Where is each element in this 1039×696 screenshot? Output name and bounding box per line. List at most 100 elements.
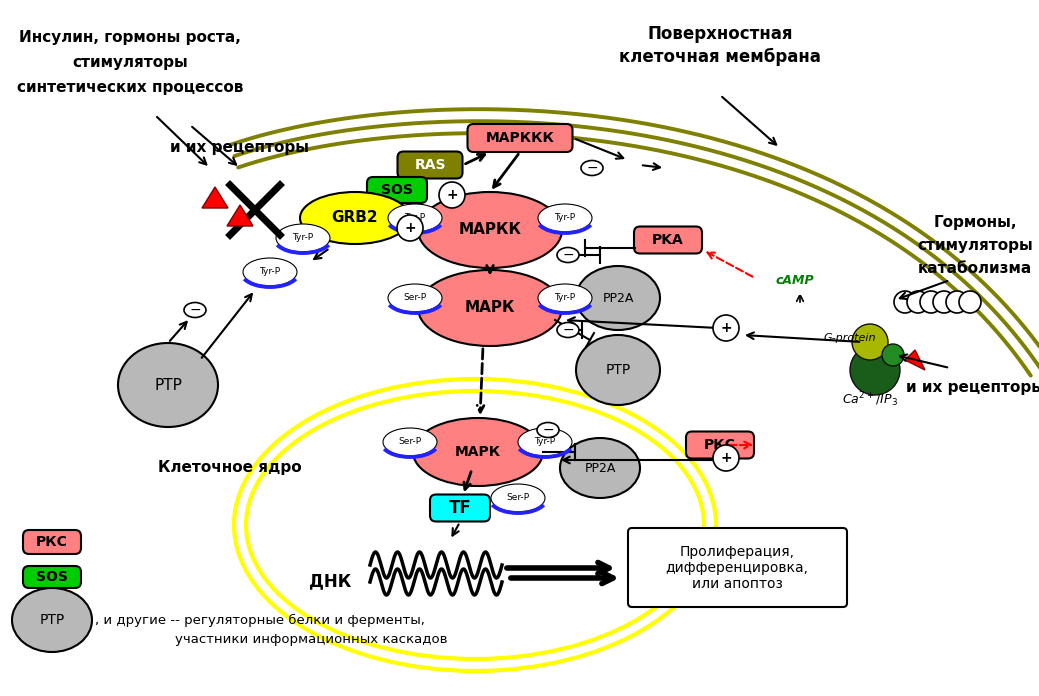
Ellipse shape — [560, 438, 640, 498]
Text: Tyr-P: Tyr-P — [292, 233, 314, 242]
Text: G-protein: G-protein — [824, 333, 876, 343]
Ellipse shape — [576, 335, 660, 405]
Circle shape — [933, 291, 955, 313]
Text: МАРК: МАРК — [455, 445, 501, 459]
Text: Tyr-P: Tyr-P — [555, 294, 576, 303]
Text: Tyr-P: Tyr-P — [555, 214, 576, 223]
Text: −: − — [189, 303, 201, 317]
Text: +: + — [720, 451, 731, 465]
Text: $Ca^{2+}/IP_3$: $Ca^{2+}/IP_3$ — [842, 390, 898, 409]
Text: −: − — [586, 161, 597, 175]
Ellipse shape — [243, 258, 297, 286]
Circle shape — [397, 215, 423, 241]
FancyBboxPatch shape — [398, 152, 462, 178]
Text: TF: TF — [449, 499, 472, 517]
Text: Гормоны,: Гормоны, — [933, 215, 1017, 230]
Text: РКС: РКС — [704, 438, 736, 452]
Ellipse shape — [12, 588, 92, 652]
FancyBboxPatch shape — [628, 528, 847, 607]
Text: SOS: SOS — [381, 183, 412, 197]
Text: Клеточное ядро: Клеточное ядро — [158, 460, 301, 475]
Ellipse shape — [538, 204, 592, 232]
Text: Инсулин, гормоны роста,: Инсулин, гормоны роста, — [19, 30, 241, 45]
Text: ДНК: ДНК — [309, 572, 351, 590]
Ellipse shape — [491, 484, 545, 512]
Text: +: + — [720, 321, 731, 335]
Ellipse shape — [518, 428, 572, 456]
Ellipse shape — [383, 428, 437, 456]
Text: МАРКК: МАРКК — [458, 223, 522, 237]
Circle shape — [894, 291, 916, 313]
Text: клеточная мембрана: клеточная мембрана — [619, 48, 821, 66]
FancyBboxPatch shape — [23, 566, 81, 588]
Ellipse shape — [184, 303, 206, 317]
Text: Поверхностная: Поверхностная — [647, 25, 793, 43]
Ellipse shape — [388, 284, 442, 312]
Ellipse shape — [388, 204, 442, 232]
Circle shape — [907, 291, 929, 313]
Text: Пролиферация,
дифференцировка,
или апоптоз: Пролиферация, дифференцировка, или апопт… — [666, 545, 808, 591]
FancyBboxPatch shape — [686, 432, 754, 459]
Text: +: + — [404, 221, 416, 235]
Text: , и другие -- регуляторные белки и ферменты,: , и другие -- регуляторные белки и ферме… — [95, 613, 425, 626]
Text: PKA: PKA — [652, 233, 684, 247]
Text: МАРККК: МАРККК — [485, 131, 555, 145]
Text: МАРК: МАРК — [464, 301, 515, 315]
Ellipse shape — [538, 284, 592, 312]
Text: PP2A: PP2A — [584, 461, 616, 475]
Ellipse shape — [300, 192, 410, 244]
Ellipse shape — [557, 248, 579, 262]
Circle shape — [920, 291, 942, 313]
Text: cAMP: cAMP — [776, 274, 815, 287]
Circle shape — [850, 345, 900, 395]
Circle shape — [713, 315, 739, 341]
Text: синтетических процессов: синтетических процессов — [17, 80, 243, 95]
Text: −: − — [562, 323, 574, 337]
Text: и их рецепторы: и их рецепторы — [170, 140, 310, 155]
Text: GRB2: GRB2 — [331, 210, 378, 226]
Circle shape — [713, 445, 739, 471]
Text: Ser-P: Ser-P — [403, 294, 427, 303]
Ellipse shape — [418, 192, 562, 268]
Ellipse shape — [537, 422, 559, 438]
Text: катаболизма: катаболизма — [917, 261, 1032, 276]
Text: PP2A: PP2A — [603, 292, 634, 305]
Ellipse shape — [276, 224, 330, 252]
Ellipse shape — [412, 418, 543, 486]
Text: RAS: RAS — [415, 158, 446, 172]
Text: SOS: SOS — [36, 570, 68, 584]
Polygon shape — [227, 205, 254, 226]
Text: PTP: PTP — [39, 613, 64, 627]
Ellipse shape — [418, 270, 562, 346]
Text: участники информационных каскадов: участники информационных каскадов — [175, 633, 448, 647]
Polygon shape — [202, 187, 228, 208]
Ellipse shape — [581, 161, 603, 175]
Text: Ser-P: Ser-P — [506, 493, 530, 503]
Polygon shape — [905, 350, 925, 370]
Text: Ser-P: Ser-P — [398, 438, 422, 447]
Circle shape — [882, 344, 904, 366]
Circle shape — [945, 291, 968, 313]
FancyBboxPatch shape — [468, 124, 572, 152]
Text: стимуляторы: стимуляторы — [72, 55, 188, 70]
Text: и их рецепторы: и их рецепторы — [906, 380, 1039, 395]
Ellipse shape — [118, 343, 218, 427]
Text: −: − — [542, 423, 554, 437]
Text: Tyr-P: Tyr-P — [260, 267, 281, 276]
Text: Tyr-P: Tyr-P — [534, 438, 556, 447]
Text: PTP: PTP — [606, 363, 631, 377]
Circle shape — [852, 324, 888, 360]
FancyBboxPatch shape — [367, 177, 427, 203]
Circle shape — [439, 182, 465, 208]
Ellipse shape — [576, 266, 660, 330]
Ellipse shape — [557, 322, 579, 338]
Text: стимуляторы: стимуляторы — [917, 238, 1033, 253]
Text: −: − — [562, 248, 574, 262]
Text: Tyr-P: Tyr-P — [404, 214, 426, 223]
FancyBboxPatch shape — [430, 494, 490, 521]
Text: РКС: РКС — [36, 535, 68, 549]
Text: PTP: PTP — [154, 377, 182, 393]
Text: +: + — [446, 188, 458, 202]
FancyBboxPatch shape — [634, 226, 702, 253]
Circle shape — [959, 291, 981, 313]
